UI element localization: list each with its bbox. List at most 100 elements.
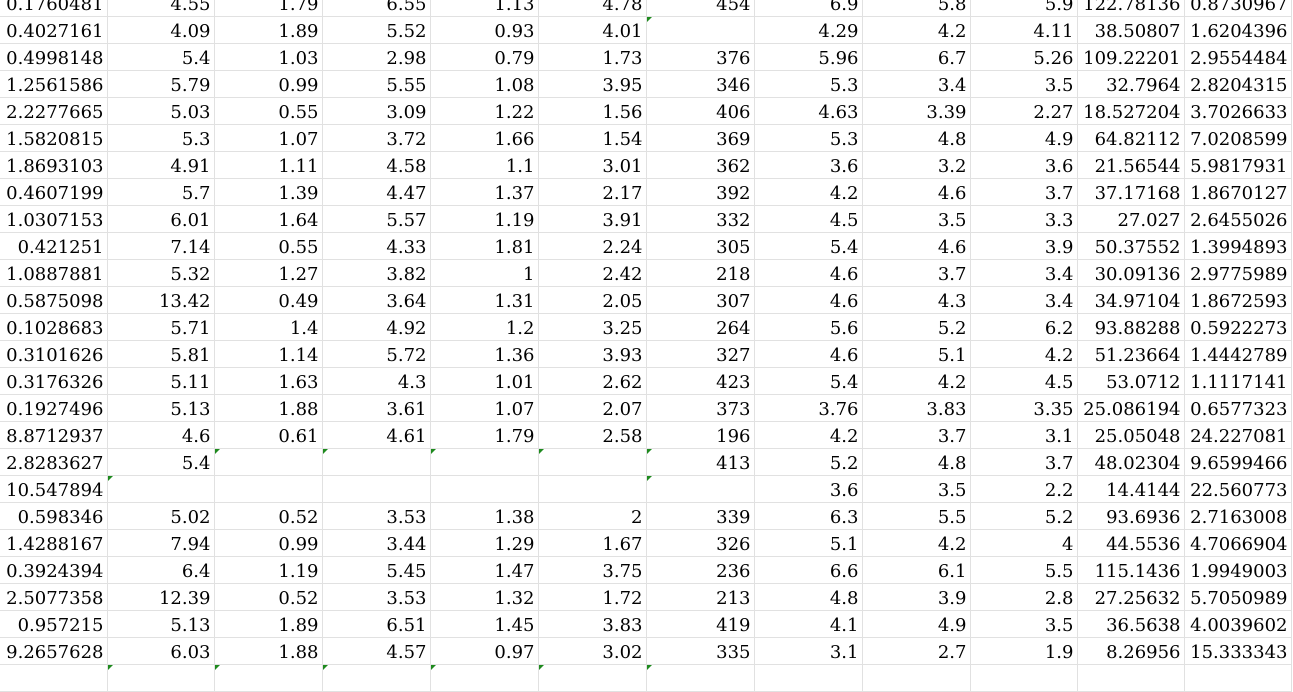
- table-cell-flagged[interactable]: [646, 16, 754, 43]
- table-cell[interactable]: 0.99: [214, 529, 322, 556]
- table-cell[interactable]: 5.2: [862, 313, 970, 340]
- table-cell[interactable]: 376: [646, 43, 754, 70]
- table-cell[interactable]: 1.03: [214, 43, 322, 70]
- table-cell[interactable]: 1.37: [430, 178, 538, 205]
- table-cell[interactable]: 93.6936: [1077, 502, 1184, 529]
- table-cell[interactable]: 0.61: [214, 421, 322, 448]
- table-cell-flagged[interactable]: [322, 448, 430, 475]
- table-cell[interactable]: 1.45: [430, 610, 538, 637]
- table-cell[interactable]: 3.61: [322, 394, 430, 421]
- table-cell[interactable]: 4.2: [970, 340, 1077, 367]
- table-cell[interactable]: 0.79: [430, 43, 538, 70]
- table-cell[interactable]: 3.75: [538, 556, 646, 583]
- table-cell[interactable]: 1.4442789: [1184, 340, 1291, 367]
- table-cell[interactable]: 3.53: [322, 502, 430, 529]
- table-cell[interactable]: 0.6577323: [1184, 394, 1291, 421]
- table-cell[interactable]: 7.14: [107, 232, 214, 259]
- table-cell[interactable]: [754, 664, 862, 691]
- table-cell-flagged[interactable]: [107, 664, 214, 691]
- table-cell[interactable]: 1.4: [214, 313, 322, 340]
- table-cell[interactable]: 3.93: [538, 340, 646, 367]
- table-cell[interactable]: 1: [430, 259, 538, 286]
- table-cell[interactable]: 4.91: [107, 151, 214, 178]
- table-cell[interactable]: 9.6599466: [1184, 448, 1291, 475]
- table-cell[interactable]: [0, 664, 107, 691]
- table-cell[interactable]: 236: [646, 556, 754, 583]
- table-cell[interactable]: 3.91: [538, 205, 646, 232]
- table-cell[interactable]: 1.3994893: [1184, 232, 1291, 259]
- table-cell[interactable]: 37.17168: [1077, 178, 1184, 205]
- table-cell[interactable]: 1.36: [430, 340, 538, 367]
- table-cell[interactable]: 12.39: [107, 583, 214, 610]
- table-cell[interactable]: 0.957215: [0, 610, 107, 637]
- table-cell[interactable]: 0.93: [430, 16, 538, 43]
- table-cell[interactable]: 4.6: [107, 421, 214, 448]
- table-cell[interactable]: 326: [646, 529, 754, 556]
- table-cell[interactable]: 2.7: [862, 637, 970, 664]
- table-cell[interactable]: 50.37552: [1077, 232, 1184, 259]
- table-cell[interactable]: 5.45: [322, 556, 430, 583]
- table-cell[interactable]: 3.1: [754, 637, 862, 664]
- table-cell-flagged[interactable]: [322, 664, 430, 691]
- table-cell-flagged[interactable]: 413: [646, 448, 754, 475]
- table-cell[interactable]: 1.89: [214, 16, 322, 43]
- table-cell[interactable]: 2.6455026: [1184, 205, 1291, 232]
- table-cell[interactable]: 5.9: [970, 0, 1077, 16]
- table-cell[interactable]: 3.25: [538, 313, 646, 340]
- table-cell[interactable]: 0.4027161: [0, 16, 107, 43]
- table-cell[interactable]: 3.5: [970, 70, 1077, 97]
- table-cell[interactable]: 115.1436: [1077, 556, 1184, 583]
- table-cell[interactable]: 5.3: [754, 124, 862, 151]
- table-cell[interactable]: 3.4: [862, 70, 970, 97]
- table-cell[interactable]: 1.72: [538, 583, 646, 610]
- table-cell[interactable]: 4.6: [754, 259, 862, 286]
- table-cell[interactable]: 1.32: [430, 583, 538, 610]
- table-cell[interactable]: 2.62: [538, 367, 646, 394]
- table-cell[interactable]: 4.57: [322, 637, 430, 664]
- table-cell[interactable]: 5.13: [107, 610, 214, 637]
- table-cell[interactable]: 6.51: [322, 610, 430, 637]
- table-cell[interactable]: 4.2: [754, 178, 862, 205]
- table-cell[interactable]: 2.42: [538, 259, 646, 286]
- table-cell[interactable]: 1.07: [214, 124, 322, 151]
- table-cell[interactable]: 34.97104: [1077, 286, 1184, 313]
- table-cell[interactable]: 5.03: [107, 97, 214, 124]
- table-cell[interactable]: 1.88: [214, 394, 322, 421]
- table-cell[interactable]: 6.7: [862, 43, 970, 70]
- table-cell[interactable]: 3.7: [862, 421, 970, 448]
- table-cell[interactable]: 0.421251: [0, 232, 107, 259]
- table-cell[interactable]: 2: [538, 502, 646, 529]
- table-cell[interactable]: 4.78: [538, 0, 646, 16]
- table-cell[interactable]: 1.9: [970, 637, 1077, 664]
- table-cell[interactable]: 4.9: [970, 124, 1077, 151]
- table-cell[interactable]: 1.47: [430, 556, 538, 583]
- table-cell[interactable]: 264: [646, 313, 754, 340]
- table-cell[interactable]: 4.63: [754, 97, 862, 124]
- table-cell[interactable]: [1077, 664, 1184, 691]
- table-cell[interactable]: 3.53: [322, 583, 430, 610]
- table-cell[interactable]: 0.1028683: [0, 313, 107, 340]
- table-cell-flagged[interactable]: [430, 664, 538, 691]
- table-cell[interactable]: 5.81: [107, 340, 214, 367]
- table-cell[interactable]: 307: [646, 286, 754, 313]
- table-cell[interactable]: 0.5922273: [1184, 313, 1291, 340]
- table-cell[interactable]: 1.19: [430, 205, 538, 232]
- table-cell[interactable]: 3.4: [970, 286, 1077, 313]
- table-cell[interactable]: 3.7: [970, 448, 1077, 475]
- table-cell[interactable]: 3.01: [538, 151, 646, 178]
- table-cell[interactable]: 3.76: [754, 394, 862, 421]
- table-cell[interactable]: 1.19: [214, 556, 322, 583]
- table-cell[interactable]: 30.09136: [1077, 259, 1184, 286]
- table-cell[interactable]: 1.5820815: [0, 124, 107, 151]
- table-cell[interactable]: 3.02: [538, 637, 646, 664]
- table-cell[interactable]: 6.03: [107, 637, 214, 664]
- table-cell-flagged[interactable]: [214, 448, 322, 475]
- table-cell[interactable]: 4.92: [322, 313, 430, 340]
- table-cell[interactable]: 3.39: [862, 97, 970, 124]
- table-cell[interactable]: 3.09: [322, 97, 430, 124]
- table-cell[interactable]: 109.22201: [1077, 43, 1184, 70]
- table-cell[interactable]: 3.64: [322, 286, 430, 313]
- table-cell[interactable]: 1.9949003: [1184, 556, 1291, 583]
- table-cell[interactable]: 5.32: [107, 259, 214, 286]
